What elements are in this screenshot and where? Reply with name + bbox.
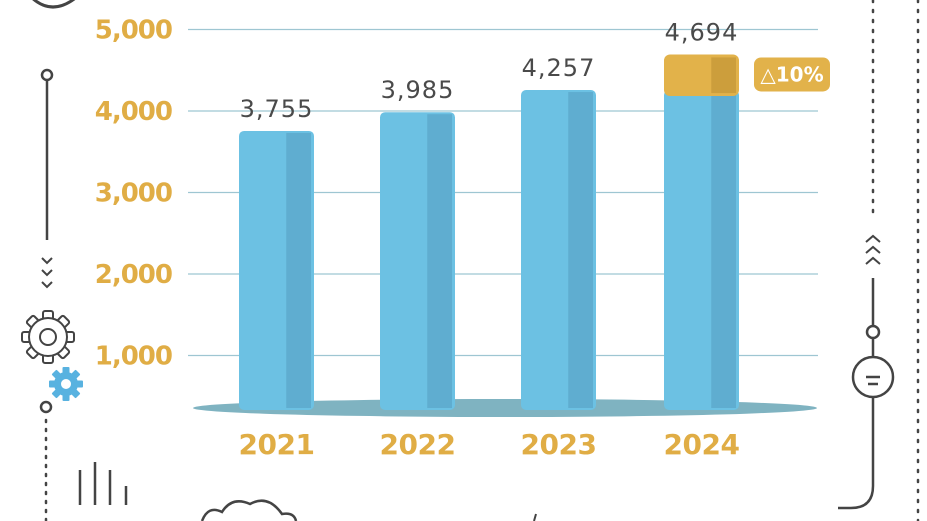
y-tick-label: 1,000 xyxy=(95,342,172,372)
arc-icon xyxy=(32,0,76,9)
change-badge xyxy=(754,57,830,92)
node-icon xyxy=(865,324,881,340)
y-tick-label: 4,000 xyxy=(95,97,172,127)
bar-2024 xyxy=(664,54,739,410)
chevrons-down-icon xyxy=(41,257,53,289)
connector-line xyxy=(838,397,875,510)
bars-icon xyxy=(78,462,128,505)
value-label: 3,985 xyxy=(381,76,455,104)
bar-2021 xyxy=(239,130,314,410)
bar-shade xyxy=(427,114,452,408)
gear-outline-icon xyxy=(21,310,75,364)
bar-2022 xyxy=(380,112,455,410)
y-tick-label: 2,000 xyxy=(95,260,172,290)
node-icon xyxy=(40,68,54,82)
chevrons-up-icon xyxy=(865,234,881,265)
cloud-icon xyxy=(200,499,298,521)
y-tick-label: 3,000 xyxy=(95,179,172,209)
chart-floor xyxy=(193,399,817,417)
x-tick-label: 2023 xyxy=(521,428,597,461)
decorations xyxy=(21,0,920,521)
node-icon xyxy=(39,400,53,414)
bar-shade xyxy=(286,132,311,408)
circle-equals-icon xyxy=(851,355,895,399)
value-label: 3,755 xyxy=(240,95,314,123)
highlight-segment-shade xyxy=(711,57,736,94)
bars xyxy=(239,54,739,410)
gear-filled-icon xyxy=(49,367,83,401)
x-tick-label: 2021 xyxy=(239,428,315,461)
bar-2023 xyxy=(521,90,596,410)
value-label: 4,257 xyxy=(522,54,596,82)
tick-mark xyxy=(533,513,537,521)
y-tick-label: 5,000 xyxy=(95,16,172,46)
bar-shade xyxy=(568,92,593,408)
change-badge-text: △10% xyxy=(760,62,823,86)
value-label: 4,694 xyxy=(665,18,739,46)
bar-shade xyxy=(711,92,736,408)
x-tick-label: 2022 xyxy=(380,428,456,461)
labels: 1,000 2,000 3,000 4,000 5,000 3,755 2021 3,985 2… xyxy=(95,16,830,461)
x-tick-label: 2024 xyxy=(664,428,740,461)
